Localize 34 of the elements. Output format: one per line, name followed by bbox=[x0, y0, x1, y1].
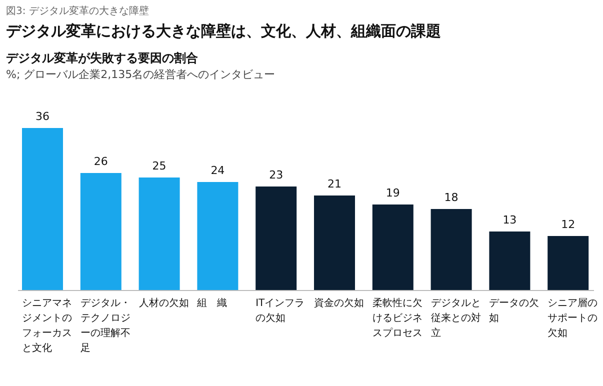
data-label: 18 bbox=[444, 191, 458, 204]
x-tick-label: データの欠如 bbox=[489, 297, 540, 324]
x-tick-label: ITインフラの欠如 bbox=[256, 298, 305, 324]
bar bbox=[489, 232, 530, 290]
x-tick-label: 柔軟性に欠けるビジネスプロセス bbox=[372, 297, 422, 339]
data-label: 21 bbox=[328, 178, 342, 190]
x-tick-label: デジタルと従来との対立 bbox=[430, 298, 481, 339]
bar bbox=[80, 173, 122, 290]
x-tick-label: シニア層のサポートの欠如 bbox=[548, 298, 598, 339]
bar bbox=[22, 128, 63, 290]
data-label: 36 bbox=[36, 110, 50, 123]
x-tick-label: 資金の欠如 bbox=[314, 297, 364, 309]
chart-subtitle: デジタル変革が失敗する要因の割合 bbox=[6, 51, 199, 65]
data-label: 26 bbox=[94, 155, 108, 168]
x-tick-label: シニアマネジメントのフォーカスと文化 bbox=[22, 298, 72, 354]
bar bbox=[256, 186, 297, 290]
data-label: 23 bbox=[269, 168, 284, 182]
chart-title: デジタル変革における大きな障壁は、文化、人材、組織面の課題 bbox=[6, 22, 441, 40]
data-label: 24 bbox=[210, 164, 225, 177]
bar bbox=[138, 178, 180, 290]
x-tick-label: デジタル・テクノロジーの理解不足 bbox=[80, 298, 130, 354]
data-label: 25 bbox=[152, 160, 166, 172]
x-tick-label: 人材の欠如 bbox=[138, 297, 189, 309]
text: %; グローバル企業2,135名の経営者へのインタビュー bbox=[6, 68, 276, 81]
bar bbox=[372, 204, 414, 290]
data-label: 19 bbox=[386, 186, 400, 200]
bar bbox=[430, 209, 472, 290]
data-label: 12 bbox=[561, 218, 576, 231]
bar bbox=[197, 182, 238, 290]
bar bbox=[314, 196, 355, 290]
caption: 図3: デジタル変革の大きな障壁 bbox=[6, 5, 149, 17]
data-label: 13 bbox=[502, 214, 517, 226]
bar bbox=[548, 236, 589, 290]
x-tick-label: 組 織 bbox=[196, 297, 228, 309]
